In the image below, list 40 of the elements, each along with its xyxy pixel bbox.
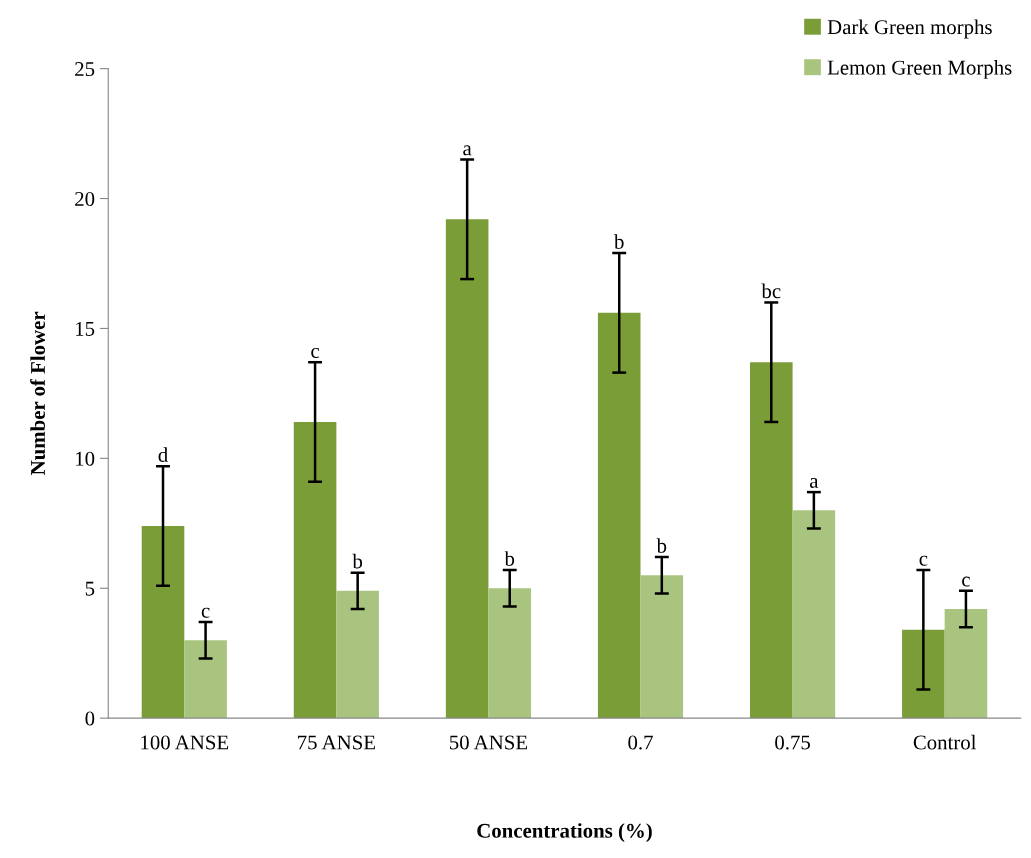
legend-label: Lemon Green Morphs — [827, 59, 1012, 79]
y-tick-label: 25 — [75, 62, 95, 77]
bar — [750, 362, 793, 719]
y-axis-title: Number of Flower — [30, 311, 46, 475]
data-label: c — [201, 607, 210, 618]
x-tick-label: 50 ANSE — [450, 735, 528, 750]
y-tick-label: 15 — [76, 321, 95, 336]
bar — [792, 510, 836, 719]
data-label: a — [809, 477, 819, 488]
x-tick-label: 100 ANSE — [141, 735, 229, 750]
bar — [336, 590, 379, 719]
bar — [902, 629, 945, 719]
bar — [488, 588, 532, 719]
bar — [293, 421, 337, 719]
y-tick-label: 20 — [75, 191, 95, 206]
bar — [184, 640, 227, 719]
data-label: b — [656, 538, 667, 553]
data-label: b — [504, 551, 515, 566]
x-tick-label: 0.7 — [628, 735, 653, 750]
bar — [944, 609, 988, 719]
y-tick-label: 5 — [85, 581, 95, 596]
data-label: c — [311, 347, 320, 358]
data-label: bc — [761, 283, 781, 299]
legend-label: Dark Green morphs — [827, 19, 992, 39]
x-tick-label: 75 ANSE — [298, 735, 375, 750]
y-tick-label: 10 — [76, 451, 95, 466]
data-label: b — [352, 553, 363, 569]
bar — [597, 312, 641, 719]
y-tick-label: 0 — [85, 711, 95, 726]
data-label: a — [463, 145, 472, 156]
data-label: c — [962, 576, 970, 587]
bar — [445, 219, 489, 719]
data-label: c — [919, 555, 928, 566]
x-tick-label: Control — [913, 734, 977, 750]
data-label: b — [614, 234, 624, 249]
data-label: d — [158, 447, 168, 462]
bar — [640, 575, 684, 719]
bar — [141, 525, 185, 719]
x-axis-title: Concentrations (%) — [477, 823, 652, 843]
x-tick-label: 0.75 — [775, 735, 810, 750]
